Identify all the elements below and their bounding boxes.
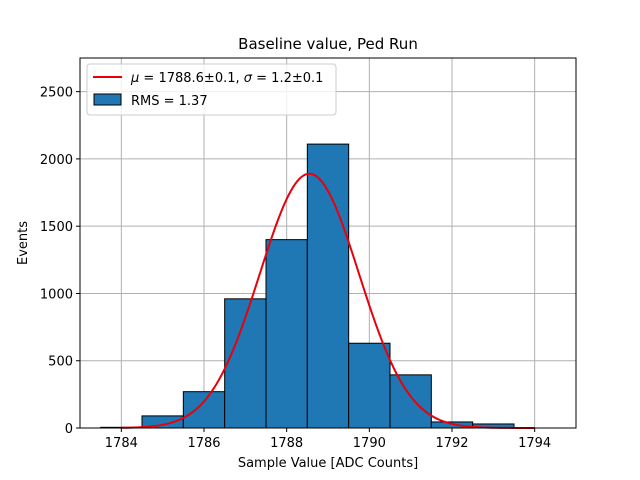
histogram-bar <box>389 374 432 429</box>
chart-title: Baseline value, Ped Run <box>238 35 418 53</box>
plot-frame <box>79 57 577 429</box>
gaussian-fit-curve <box>121 172 535 429</box>
legend-mu-symbol: μ <box>130 71 139 86</box>
y-tick-label: 1000 <box>40 287 73 302</box>
histogram-bar <box>348 342 391 429</box>
legend-box <box>86 63 337 116</box>
y-tick-label: 500 <box>48 355 73 370</box>
legend-mu-text: = 1788.6±0.1, <box>139 71 243 86</box>
x-tick-label: 1784 <box>105 436 138 451</box>
x-axis-label: Sample Value [ADC Counts] <box>238 456 418 471</box>
legend-hist-label: RMS = 1.37 <box>131 94 208 109</box>
y-tick-label: 2500 <box>40 86 73 101</box>
y-axis-label: Events <box>16 221 31 265</box>
legend-hist-swatch <box>93 93 122 106</box>
x-axis-ticks: 1784 1786 1788 1790 1792 1794 <box>105 428 551 451</box>
histogram-bar <box>306 143 350 429</box>
legend-sigma-symbol: σ <box>244 71 253 86</box>
y-axis-ticks: 0 500 1000 1500 2000 2500 <box>40 86 80 437</box>
histogram-bar <box>265 239 308 429</box>
y-tick-label: 1500 <box>40 220 73 235</box>
x-tick-label: 1792 <box>435 436 468 451</box>
histogram-bars <box>100 143 515 429</box>
histogram-bar <box>182 391 226 429</box>
y-tick-label: 0 <box>65 422 73 437</box>
y-tick-label: 2000 <box>40 153 73 168</box>
x-tick-label: 1786 <box>187 436 220 451</box>
x-tick-label: 1788 <box>270 436 303 451</box>
x-tick-label: 1794 <box>518 436 551 451</box>
legend: μ = 1788.6±0.1, σ = 1.2±0.1 RMS = 1.37 <box>86 63 337 116</box>
legend-fit-label: μ = 1788.6±0.1, σ = 1.2±0.1 <box>130 71 323 86</box>
legend-sigma-text: = 1.2±0.1 <box>252 71 323 86</box>
x-tick-label: 1790 <box>353 436 386 451</box>
